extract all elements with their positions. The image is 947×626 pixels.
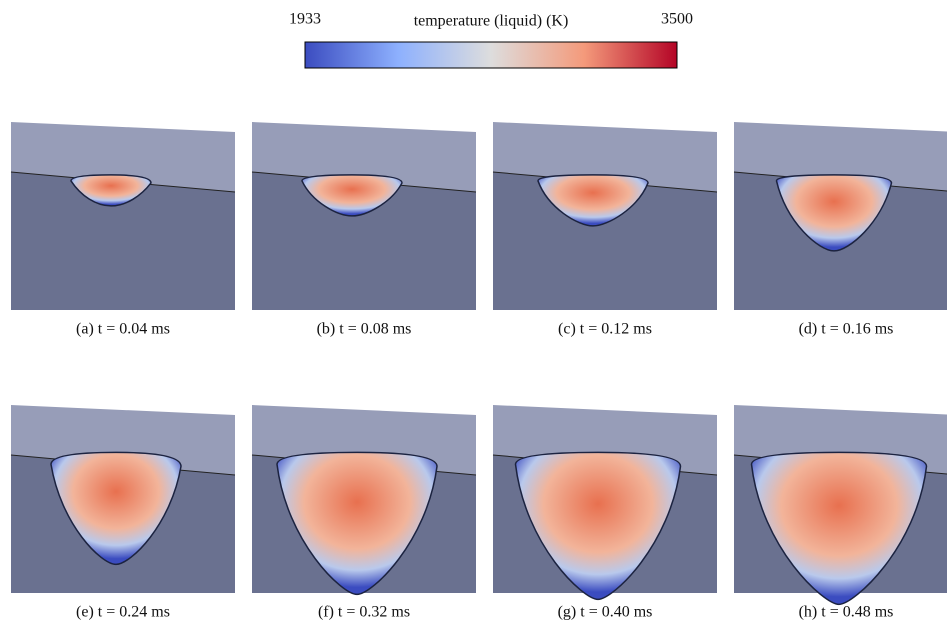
- substrate: [11, 172, 235, 310]
- melt-pool: [514, 451, 682, 601]
- melt-pool: [70, 174, 152, 207]
- panel-caption: (g) t = 0.40 ms: [558, 604, 653, 621]
- panel-caption: (f) t = 0.32 ms: [318, 604, 410, 621]
- panel: (f) t = 0.32 ms: [251, 405, 477, 621]
- panel: (g) t = 0.40 ms: [492, 405, 718, 621]
- colorbar-title: temperature (liquid) (K): [414, 13, 569, 30]
- melt-pool: [537, 174, 649, 227]
- panel-caption: (d) t = 0.16 ms: [799, 321, 894, 338]
- melt-pool: [276, 451, 438, 596]
- panel: (e) t = 0.24 ms: [10, 405, 236, 621]
- melt-pool: [775, 174, 893, 252]
- substrate: [252, 172, 476, 310]
- panels: (a) t = 0.04 ms (b) t = 0.08 ms (c) t = 0.…: [10, 122, 947, 621]
- panel: (h) t = 0.48 ms: [733, 405, 947, 621]
- colorbar-min: 1933: [289, 11, 321, 28]
- panel: (a) t = 0.04 ms: [10, 122, 236, 338]
- melt-pool: [750, 451, 928, 606]
- panel-caption: (c) t = 0.12 ms: [558, 321, 652, 338]
- panel: (b) t = 0.08 ms: [251, 122, 477, 338]
- colorbar: [304, 41, 678, 69]
- panel-caption: (b) t = 0.08 ms: [317, 321, 412, 338]
- panel-caption: (h) t = 0.48 ms: [799, 604, 894, 621]
- melt-pool: [301, 174, 403, 217]
- panel: (c) t = 0.12 ms: [492, 122, 718, 338]
- colorbar-max: 3500: [661, 11, 693, 28]
- melt-pool: [50, 451, 182, 566]
- panel-caption: (e) t = 0.24 ms: [76, 604, 170, 621]
- panel: (d) t = 0.16 ms: [733, 122, 947, 338]
- panel-caption: (a) t = 0.04 ms: [76, 321, 170, 338]
- substrate: [493, 172, 717, 310]
